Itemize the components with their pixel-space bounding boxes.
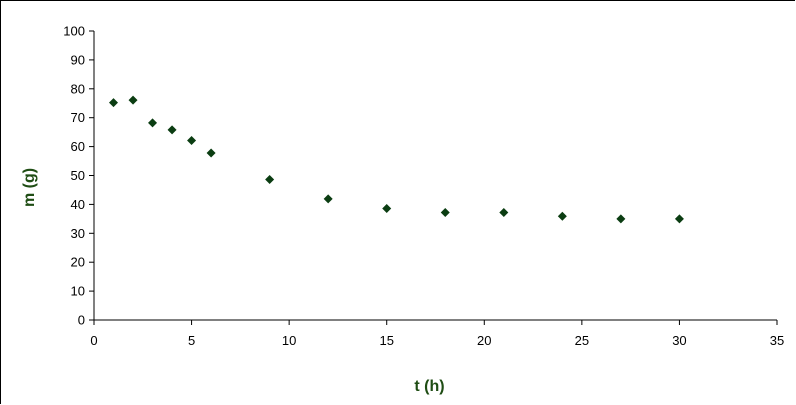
data-point — [265, 175, 275, 185]
x-tick-label: 0 — [90, 333, 97, 348]
data-point — [616, 214, 626, 224]
x-tick-label: 10 — [282, 333, 296, 348]
data-points — [109, 95, 684, 224]
x-tick-label: 25 — [575, 333, 589, 348]
x-tick-label: 15 — [379, 333, 393, 348]
y-tick-label: 80 — [71, 81, 85, 96]
data-point — [167, 125, 177, 135]
y-tick-label: 70 — [71, 110, 85, 125]
axes — [93, 31, 777, 321]
data-point — [148, 118, 158, 128]
data-point — [440, 207, 450, 217]
data-point — [187, 136, 197, 146]
y-axis-title: m (g) — [21, 168, 38, 207]
x-tick-label: 20 — [477, 333, 491, 348]
x-tick-label: 35 — [770, 333, 784, 348]
y-tick-label: 20 — [71, 255, 85, 270]
data-point — [128, 95, 138, 105]
x-tick-label: 5 — [188, 333, 195, 348]
y-tick-label: 60 — [71, 139, 85, 154]
x-axis-title: t (h) — [414, 378, 444, 395]
y-tick-label: 50 — [71, 168, 85, 183]
y-tick-label: 30 — [71, 226, 85, 241]
y-tick-label: 10 — [71, 284, 85, 299]
data-point — [206, 148, 216, 158]
data-point — [109, 98, 119, 108]
x-tick-label: 30 — [672, 333, 686, 348]
y-tick-label: 0 — [78, 313, 85, 328]
ticks: 0 10 20 30 40 50 60 70 80 90 100 0 5 10 15 20 25 30 35 — [63, 24, 784, 349]
y-tick-label: 90 — [71, 52, 85, 67]
data-point — [382, 203, 392, 213]
data-point — [323, 194, 333, 204]
data-point — [674, 214, 684, 224]
data-point — [499, 207, 509, 217]
data-point — [557, 211, 567, 221]
y-tick-label: 100 — [63, 24, 85, 39]
y-tick-label: 40 — [71, 197, 85, 212]
